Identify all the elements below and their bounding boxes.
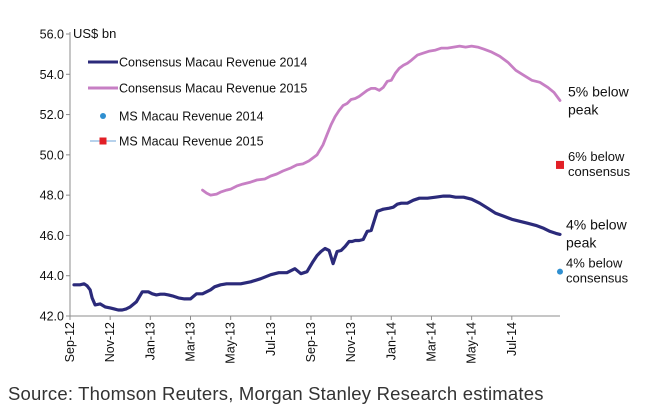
annotation-text: 4% below <box>566 216 628 232</box>
ms-2015-estimate-point <box>555 160 564 169</box>
ms-2014-estimate-point <box>556 268 563 275</box>
x-tick-label: Jan-14 <box>384 322 398 360</box>
legend: Consensus Macau Revenue 2014 Consensus Ma… <box>88 56 307 149</box>
x-tick-label: Mar-14 <box>424 322 438 362</box>
x-tick-label: May-13 <box>224 322 238 364</box>
y-tick-label: 42.0 <box>40 310 64 324</box>
series-line-2015-consensus <box>201 44 562 197</box>
source-note: Source: Thomson Reuters, Morgan Stanley … <box>8 383 544 404</box>
legend-label: MS Macau Revenue 2015 <box>119 135 264 149</box>
series-layer <box>72 44 564 312</box>
legend-label: MS Macau Revenue 2014 <box>119 110 264 124</box>
annotation-1: 5% below peak <box>568 83 630 117</box>
y-tick-label: 50.0 <box>40 148 64 162</box>
x-tick-label: Mar-13 <box>183 322 197 362</box>
chart: 42.0 44.0 46.0 48.0 50.0 52.0 54.0 56.0 Sep-12 No… <box>40 26 631 364</box>
y-tick-label: 54.0 <box>40 68 64 82</box>
annotation-text: 4% below <box>566 256 623 271</box>
annotation-3: 4% below peak <box>566 216 628 250</box>
annotation-text: peak <box>568 101 599 117</box>
y-tick-label: 48.0 <box>40 189 64 203</box>
legend-item-3: MS Macau Revenue 2014 <box>100 110 264 124</box>
annotation-text: 5% below <box>568 83 630 99</box>
annotation-text: consensus <box>568 164 631 179</box>
legend-item-1: Consensus Macau Revenue 2014 <box>88 56 307 70</box>
x-tick-label: Nov-12 <box>103 322 117 362</box>
axes: 42.0 44.0 46.0 48.0 50.0 52.0 54.0 56.0 Sep-12 No… <box>40 28 560 364</box>
series-line-2014-consensus <box>72 194 562 312</box>
x-tick-label: Jul-14 <box>505 322 519 356</box>
legend-label: Consensus Macau Revenue 2014 <box>119 56 307 70</box>
annotation-text: 6% below <box>568 149 625 164</box>
x-tick-label: Sep-13 <box>304 322 318 362</box>
y-tick-label: 46.0 <box>40 229 64 243</box>
y-tick-label: 52.0 <box>40 108 64 122</box>
y-tick-label: 44.0 <box>40 269 64 283</box>
x-tick-label: Jul-13 <box>264 322 278 356</box>
legend-swatch <box>99 137 107 145</box>
y-tick-label: 56.0 <box>40 28 64 42</box>
legend-swatch <box>100 113 106 119</box>
legend-item-2: Consensus Macau Revenue 2015 <box>88 82 307 96</box>
x-tick-label: Nov-13 <box>344 322 358 362</box>
annotation-text: consensus <box>566 271 629 286</box>
x-tick-label: May-14 <box>465 322 479 364</box>
legend-item-4: MS Macau Revenue 2015 <box>90 135 264 149</box>
y-axis-unit-label: US$ bn <box>73 26 116 41</box>
legend-label: Consensus Macau Revenue 2015 <box>119 82 307 96</box>
annotation-text: peak <box>566 234 597 250</box>
x-tick-label: Jan-13 <box>143 322 157 360</box>
x-tick-label: Sep-12 <box>63 322 77 362</box>
